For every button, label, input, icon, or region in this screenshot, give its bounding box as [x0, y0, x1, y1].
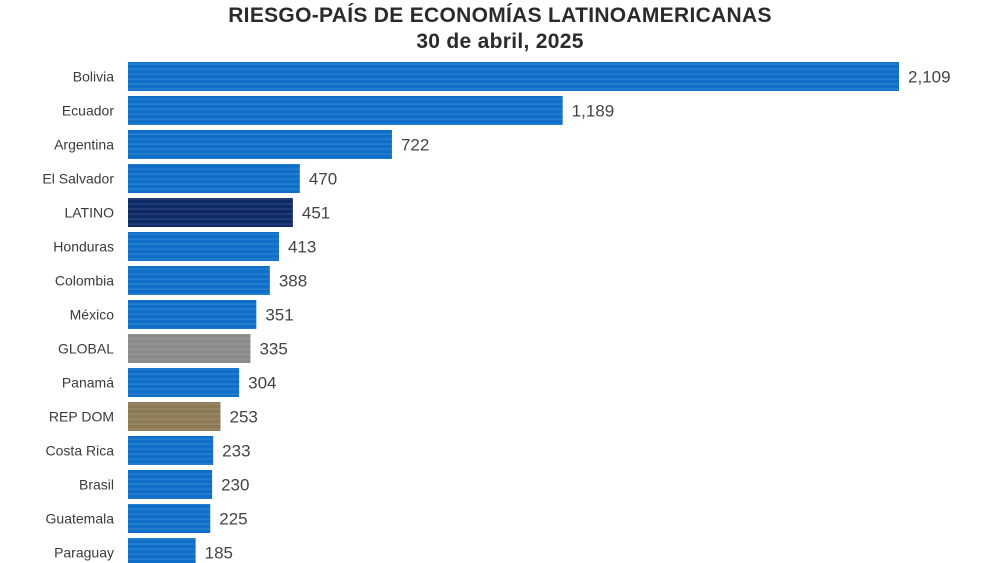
value-label-12: 230	[221, 476, 249, 495]
value-label-9: 304	[248, 374, 276, 393]
category-label-7: México	[70, 307, 115, 323]
bar-texture-7	[128, 300, 257, 329]
category-label-11: Costa Rica	[46, 443, 115, 459]
value-label-0: 2,109	[908, 68, 951, 87]
category-label-13: Guatemala	[46, 511, 115, 527]
value-label-6: 388	[279, 272, 307, 291]
value-label-13: 225	[219, 510, 247, 529]
bar-texture-3	[128, 164, 300, 193]
value-label-2: 722	[401, 136, 429, 155]
category-label-3: El Salvador	[42, 171, 114, 187]
category-label-4: LATINO	[64, 205, 114, 221]
category-label-14: Paraguay	[54, 545, 114, 561]
chart-title: RIESGO-PAÍS DE ECONOMÍAS LATINOAMERICANA…	[228, 4, 772, 27]
bar-texture-10	[128, 402, 221, 431]
value-label-7: 351	[265, 306, 293, 325]
bar-texture-6	[128, 266, 270, 295]
chart-subtitle: 30 de abril, 2025	[416, 30, 584, 53]
category-label-5: Honduras	[53, 239, 114, 255]
bar-texture-4	[128, 198, 293, 227]
category-label-0: Bolivia	[73, 69, 114, 85]
category-label-10: REP DOM	[49, 409, 114, 425]
bar-texture-5	[128, 232, 279, 261]
bar-texture-11	[128, 436, 214, 465]
bar-texture-13	[128, 504, 211, 533]
category-label-12: Brasil	[79, 477, 114, 493]
bar-texture-12	[128, 470, 213, 499]
value-label-5: 413	[288, 238, 316, 257]
category-label-6: Colombia	[55, 273, 114, 289]
value-label-3: 470	[309, 170, 337, 189]
category-label-2: Argentina	[54, 137, 114, 153]
value-label-11: 233	[222, 442, 250, 461]
category-label-9: Panamá	[62, 375, 114, 391]
bar-texture-9	[128, 368, 240, 397]
bar-texture-0	[128, 62, 899, 91]
value-label-4: 451	[302, 204, 330, 223]
value-label-10: 253	[229, 408, 257, 427]
category-label-1: Ecuador	[62, 103, 114, 119]
category-label-8: GLOBAL	[58, 341, 114, 357]
bar-texture-2	[128, 130, 392, 159]
bar-texture-14	[128, 538, 196, 563]
value-label-8: 335	[259, 340, 287, 359]
bar-texture-8	[128, 334, 251, 363]
value-label-14: 185	[205, 544, 233, 563]
value-label-1: 1,189	[572, 102, 615, 121]
bar-texture-1	[128, 96, 563, 125]
